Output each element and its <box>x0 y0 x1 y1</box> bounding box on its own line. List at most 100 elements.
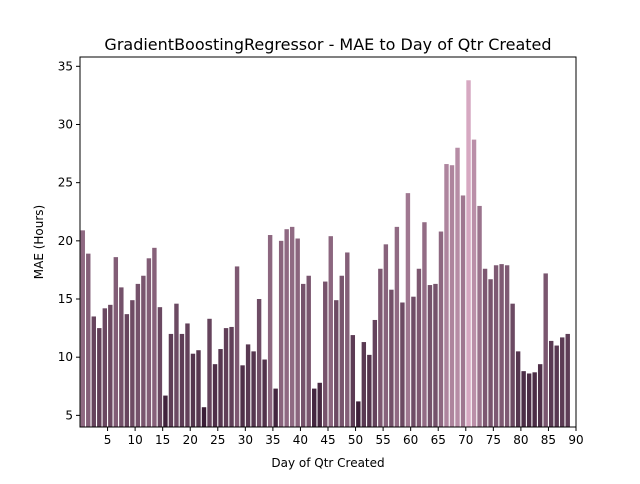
bar-day-20 <box>185 323 190 427</box>
bar-day-68 <box>449 165 455 427</box>
bar-day-25 <box>212 364 218 427</box>
bar-day-62 <box>416 268 422 427</box>
bar-day-59 <box>400 302 405 427</box>
y-axis-ticks: 5 10 15 20 25 30 35 <box>58 59 80 422</box>
bar-day-50 <box>350 335 356 427</box>
bar-day-14 <box>152 247 157 427</box>
chart-title: GradientBoostingRegressor - MAE to Day o… <box>104 35 551 54</box>
bar-day-33 <box>256 299 262 427</box>
bar-day-82 <box>526 373 532 427</box>
bar-day-51 <box>356 401 361 427</box>
bar-day-35 <box>267 235 273 427</box>
bar-day-32 <box>251 351 256 427</box>
bar-day-57 <box>389 289 394 427</box>
bar-day-43 <box>312 388 317 427</box>
bar-day-9 <box>124 314 130 427</box>
bar-day-49 <box>345 252 350 427</box>
x-tick-label: 30 <box>238 433 253 447</box>
bar-day-38 <box>284 229 289 427</box>
bar-day-69 <box>455 147 460 427</box>
bar-day-1 <box>80 230 85 427</box>
bar-day-27 <box>223 328 229 427</box>
bar-day-80 <box>515 351 521 427</box>
bar-day-12 <box>141 275 146 427</box>
bar-day-31 <box>245 344 251 427</box>
y-tick-label: 15 <box>58 292 73 306</box>
bar-day-41 <box>301 283 306 427</box>
x-tick-label: 65 <box>431 433 446 447</box>
bar-day-77 <box>499 264 504 427</box>
bar-day-52 <box>361 342 367 427</box>
x-tick-label: 60 <box>403 433 418 447</box>
bar-day-65 <box>433 283 438 427</box>
bar-day-54 <box>372 319 378 427</box>
bar-day-88 <box>560 337 565 427</box>
bar-day-40 <box>295 238 300 427</box>
x-tick-label: 75 <box>486 433 501 447</box>
bar-day-79 <box>510 303 515 427</box>
bar-day-71 <box>466 80 471 428</box>
bar-day-89 <box>565 333 570 427</box>
bar-day-36 <box>273 388 278 427</box>
x-tick-label: 50 <box>348 433 363 447</box>
bar-day-45 <box>323 281 328 427</box>
bar-day-74 <box>482 268 488 427</box>
x-axis-label: Day of Qtr Created <box>271 456 384 470</box>
bar-day-22 <box>196 350 201 427</box>
plot-frame <box>79 56 577 428</box>
y-tick-label: 30 <box>58 117 73 131</box>
bar-day-6 <box>108 304 113 427</box>
x-tick-label: 80 <box>513 433 528 447</box>
bar-day-15 <box>157 307 163 427</box>
bar-day-66 <box>438 231 444 427</box>
bar-day-3 <box>91 316 96 427</box>
x-tick-label: 35 <box>265 433 280 447</box>
bar-day-30 <box>240 365 245 427</box>
bar-day-19 <box>179 333 185 427</box>
bar-day-16 <box>163 395 168 427</box>
bar-day-75 <box>488 279 493 427</box>
bar-day-55 <box>378 268 383 427</box>
bar-day-18 <box>174 303 179 427</box>
x-axis-ticks: 5 10 15 20 25 30 35 40 45 50 55 60 65 70 75 80 85 90 <box>104 427 584 447</box>
bar-day-61 <box>411 296 416 427</box>
bar-day-72 <box>471 139 477 428</box>
y-tick-label: 20 <box>58 234 73 248</box>
x-tick-label: 90 <box>568 433 583 447</box>
bar-day-28 <box>229 326 234 427</box>
bar-day-53 <box>367 354 372 427</box>
bar-day-63 <box>422 222 427 427</box>
bar-day-81 <box>521 371 526 427</box>
bar-day-23 <box>201 407 207 427</box>
y-tick-label: 35 <box>58 59 73 73</box>
bar-day-85 <box>543 273 548 427</box>
x-tick-label: 70 <box>458 433 473 447</box>
x-tick-label: 40 <box>293 433 308 447</box>
bar-day-37 <box>278 240 284 427</box>
x-tick-label: 45 <box>320 433 335 447</box>
x-tick-label: 5 <box>104 433 112 447</box>
bar-day-2 <box>86 253 91 427</box>
bar-day-73 <box>477 205 482 427</box>
bar-day-21 <box>190 353 196 427</box>
bar-day-5 <box>102 308 108 427</box>
y-axis-label: MAE (Hours) <box>32 205 46 279</box>
bar-day-84 <box>537 364 543 427</box>
bars-group <box>80 80 570 428</box>
y-tick-label: 25 <box>58 176 73 190</box>
bar-day-46 <box>328 236 333 427</box>
bar-day-24 <box>207 318 212 427</box>
bar-day-76 <box>493 265 499 427</box>
bar-day-17 <box>168 333 174 427</box>
bar-day-13 <box>146 258 152 427</box>
x-tick-label: 15 <box>155 433 170 447</box>
bar-day-78 <box>504 265 510 427</box>
bar-day-60 <box>405 193 411 427</box>
x-tick-label: 55 <box>375 433 390 447</box>
y-tick-label: 5 <box>65 408 73 422</box>
bar-day-10 <box>130 300 135 427</box>
bar-day-11 <box>135 283 141 427</box>
bar-day-8 <box>119 287 124 427</box>
